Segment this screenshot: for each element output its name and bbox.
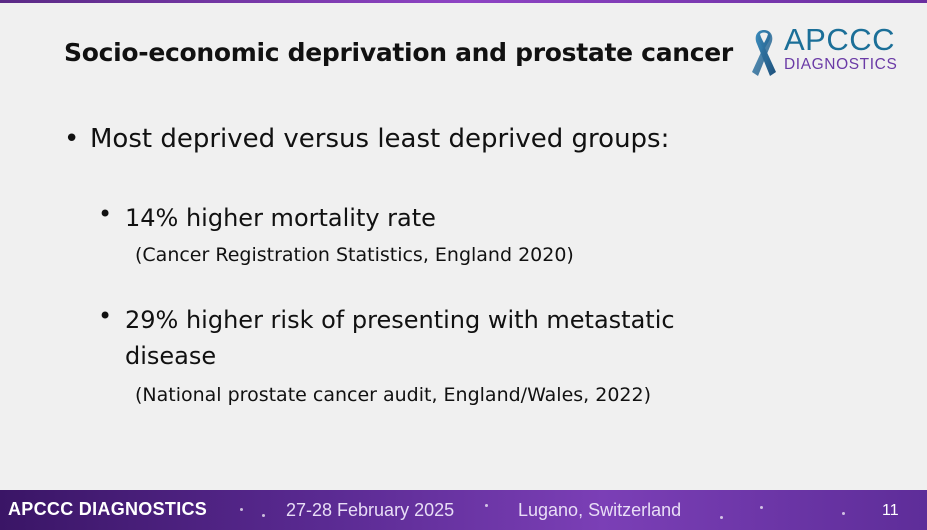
logo-title: APCCC [784, 22, 896, 57]
bullet-dot-icon: • [64, 124, 80, 154]
sparkle-decoration [240, 508, 243, 511]
slide-title: Socio-economic deprivation and prostate … [64, 38, 733, 67]
top-accent-strip [0, 0, 927, 3]
ribbon-icon [752, 30, 776, 76]
footer-date: 27-28 February 2025 [286, 500, 455, 520]
sparkle-decoration [262, 514, 265, 517]
sub-bullet-text: 29% higher risk of presenting with metas… [125, 306, 675, 370]
slide-content: Socio-economic deprivation and prostate … [64, 24, 918, 406]
bullet-dot-icon: • [98, 302, 113, 330]
sparkle-decoration [842, 512, 845, 515]
sparkle-decoration [720, 516, 723, 519]
sparkle-decoration [485, 504, 488, 507]
slide-footer: APCCC DIAGNOSTICS 27-28 February 2025 Lu… [0, 490, 927, 530]
apccc-logo: APCCC DIAGNOSTICS [748, 24, 918, 84]
citation-mortality: (Cancer Registration Statistics, England… [135, 244, 574, 266]
footer-brand: APCCC DIAGNOSTICS [8, 499, 208, 519]
sub-bullet-text: 14% higher mortality rate [125, 204, 436, 232]
bullet-dot-icon: • [98, 200, 113, 228]
sparkle-decoration [760, 506, 763, 509]
footer-location: Lugano, Switzerland [518, 500, 682, 520]
citation-metastatic: (National prostate cancer audit, England… [135, 384, 652, 406]
logo-subtitle: DIAGNOSTICS [784, 56, 898, 73]
bullet-main-text: Most deprived versus least deprived grou… [90, 124, 670, 154]
page-number: 11 [882, 502, 899, 519]
